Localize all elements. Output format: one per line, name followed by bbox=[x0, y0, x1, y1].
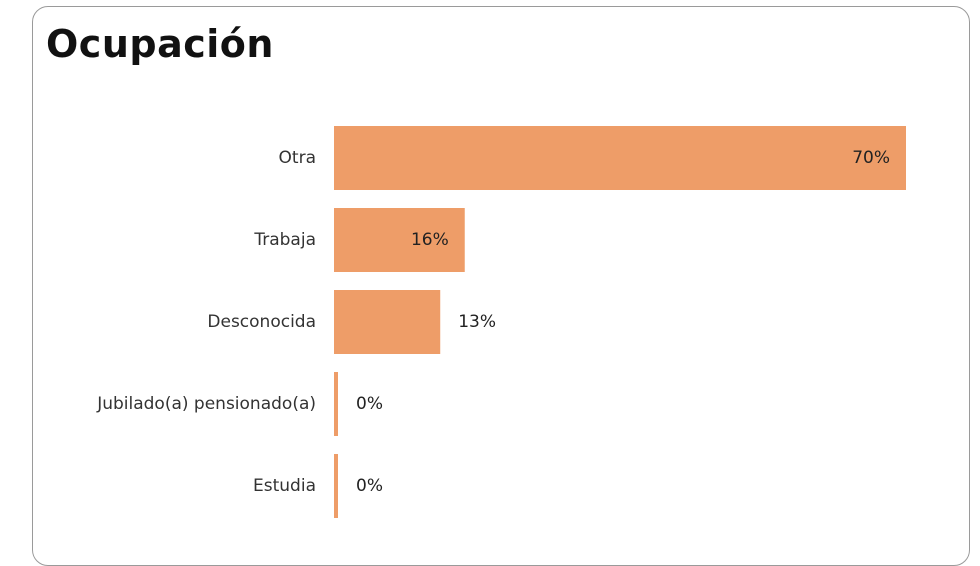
category-label: Estudia bbox=[253, 476, 316, 496]
value-label: 70% bbox=[852, 148, 890, 168]
category-label: Desconocida bbox=[207, 312, 316, 332]
bar-3 bbox=[334, 290, 441, 354]
chart-title: Ocupación bbox=[46, 22, 274, 66]
value-label: 0% bbox=[356, 476, 383, 496]
bar-5 bbox=[334, 454, 338, 518]
bar-2 bbox=[334, 208, 465, 272]
bar-4 bbox=[334, 372, 338, 436]
category-label: Otra bbox=[279, 148, 316, 168]
category-label: Jubilado(a) pensionado(a) bbox=[96, 394, 316, 414]
chart-card bbox=[32, 6, 970, 566]
value-label: 13% bbox=[458, 312, 496, 332]
value-label: 16% bbox=[411, 230, 449, 250]
bar-1 bbox=[334, 126, 906, 190]
category-label: Trabaja bbox=[253, 230, 316, 250]
value-label: 0% bbox=[356, 394, 383, 414]
